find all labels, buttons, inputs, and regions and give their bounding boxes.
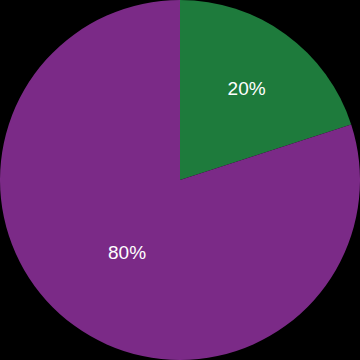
svg-text:20%: 20% [228,78,266,99]
svg-text:80%: 80% [108,242,146,263]
